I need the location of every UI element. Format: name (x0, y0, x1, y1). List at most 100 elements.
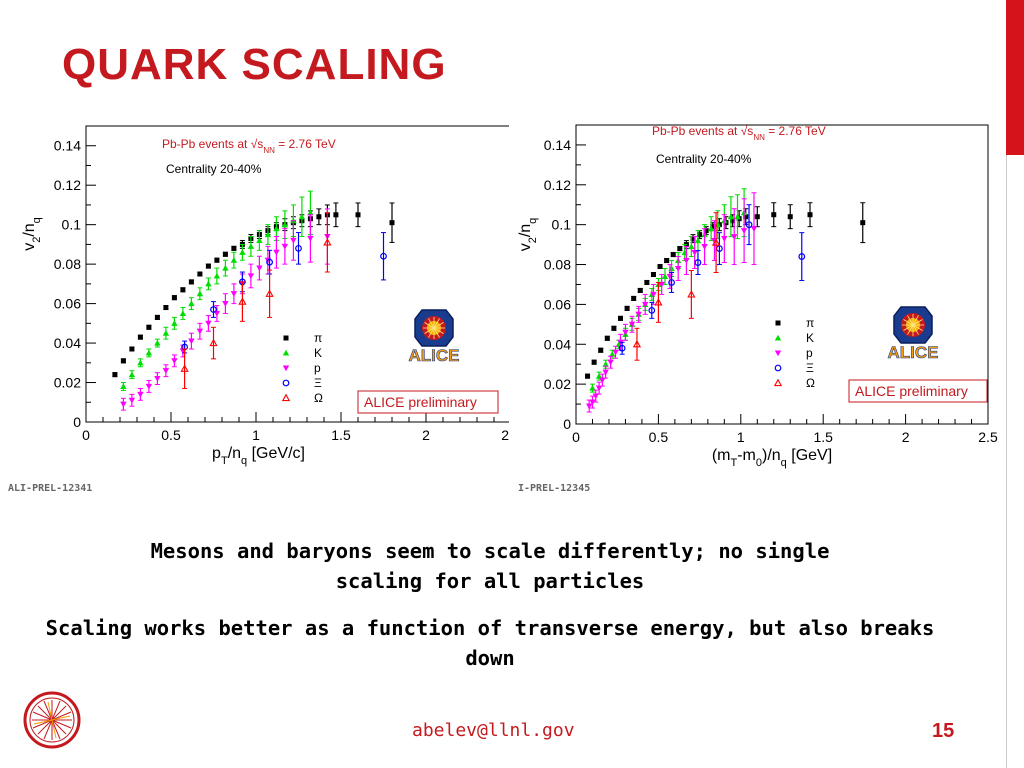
contact-email[interactable]: abelev@llnl.gov (412, 720, 575, 741)
prelim-id-right: I-PREL-12345 (518, 483, 591, 494)
data-point (222, 251, 228, 257)
data-point (690, 236, 696, 242)
accent-bar (1006, 0, 1024, 155)
data-point (188, 338, 195, 345)
data-point (171, 320, 178, 326)
data-point (687, 290, 696, 298)
centrality-label: Centrality 20-40% (656, 152, 752, 166)
legend-label: p (314, 361, 321, 375)
data-point (120, 383, 127, 390)
legend-marker (775, 320, 781, 326)
legend-label: Ω (806, 376, 815, 390)
data-point (642, 301, 649, 308)
legend-marker (282, 349, 290, 356)
data-point (180, 287, 186, 293)
alice-logo-text: ALICE (888, 343, 939, 362)
legend-marker (281, 393, 291, 402)
data-point (222, 264, 229, 271)
data-point (622, 329, 629, 336)
y-tick-label: 0.14 (54, 138, 81, 154)
data-point (307, 235, 314, 242)
data-point (295, 244, 302, 252)
x-tick-label: 0.5 (161, 427, 181, 443)
data-point (238, 297, 247, 305)
data-point (128, 371, 136, 378)
data-point (162, 368, 170, 374)
data-point (266, 258, 274, 266)
x-tick-label: 0.5 (649, 429, 669, 445)
data-point (611, 325, 617, 331)
series-triangle-up (120, 190, 314, 391)
data-point (171, 358, 178, 365)
data-point (154, 314, 160, 320)
data-point (860, 220, 866, 226)
data-point (591, 359, 597, 365)
data-point (674, 265, 682, 272)
data-point (323, 238, 332, 246)
data-point (661, 273, 669, 280)
plot-frame (575, 124, 989, 425)
legend-label: Ξ (806, 361, 814, 375)
data-point (670, 252, 676, 258)
data-point (213, 272, 221, 279)
data-point (137, 334, 143, 340)
footer-box (357, 390, 499, 414)
centrality-label: Centrality 20-40% (166, 162, 262, 176)
y-tick-label: 0.04 (544, 336, 571, 352)
alice-logo (893, 306, 933, 344)
slide-title: QUARK SCALING (62, 40, 447, 89)
series-triangle-down (585, 192, 758, 413)
chart-pt-scaling: 0 0.02 0.04 0.06 0.08 0.1 0.12 0.14 0 0.5 1 1.5 2 2.5… (4, 116, 509, 484)
y-tick-label: 0.08 (544, 257, 571, 273)
plot-frame (85, 125, 509, 423)
data-point (688, 243, 695, 250)
y-tick-label: 0.02 (544, 376, 571, 392)
legend-label: p (806, 346, 813, 360)
y-tick-label: 0 (73, 414, 81, 430)
page-number: 15 (932, 720, 955, 742)
legend-label: K (314, 346, 322, 360)
data-point (607, 359, 614, 366)
data-point (230, 256, 238, 263)
chart-header: Pb-Pb events at √sNN = 2.76 TeV (162, 137, 336, 155)
data-point (664, 258, 670, 264)
data-point (214, 257, 220, 263)
y-tick-label: 0.06 (544, 296, 571, 312)
data-point (771, 212, 777, 218)
data-point (727, 213, 735, 220)
data-point (333, 212, 339, 218)
data-point (128, 397, 136, 404)
legend-marker (774, 334, 782, 341)
data-point (618, 344, 626, 352)
prelim-id-left: ALI-PREL-12341 (8, 483, 93, 494)
data-point (602, 369, 609, 376)
data-point (628, 321, 636, 328)
legend-label: Ξ (314, 376, 322, 390)
y-tick-label: 0.06 (54, 296, 81, 312)
y-tick-label: 0.1 (62, 217, 82, 233)
data-point (657, 264, 663, 270)
y-tick-label: 0.14 (544, 137, 571, 153)
data-point (264, 231, 272, 238)
data-point (650, 272, 656, 277)
data-point (617, 315, 623, 321)
x-tick-label: 1.5 (331, 427, 351, 443)
data-point (598, 347, 604, 353)
legend-label: π (314, 331, 322, 345)
data-point (754, 214, 760, 220)
legend-marker (774, 364, 782, 372)
x-axis-label: (mT-m0)/nq [GeV] (712, 447, 832, 469)
y-tick-label: 0.12 (544, 177, 571, 193)
x-tick-label: 0 (82, 427, 90, 443)
data-point (585, 403, 593, 410)
data-point (694, 259, 702, 266)
chart-footer: ALICE preliminary (364, 394, 477, 410)
data-point (648, 306, 656, 314)
data-point (650, 291, 657, 298)
y-tick-label: 0.12 (54, 177, 81, 193)
data-point (273, 249, 280, 256)
data-point (592, 393, 599, 400)
footer-box (848, 379, 988, 403)
data-point (196, 328, 204, 335)
y-tick-label: 0.08 (54, 256, 81, 272)
